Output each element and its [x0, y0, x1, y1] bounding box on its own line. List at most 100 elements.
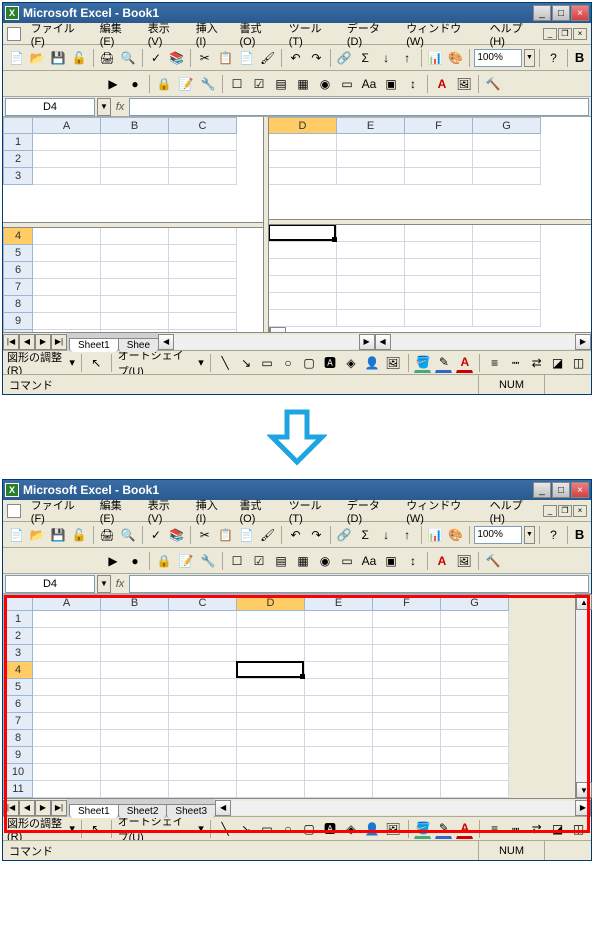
column-header[interactable]: F: [405, 117, 473, 134]
cell[interactable]: [33, 151, 101, 168]
3d-icon[interactable]: ◫: [570, 353, 587, 373]
line-style-icon[interactable]: ≡: [486, 819, 503, 839]
cell[interactable]: [33, 662, 101, 679]
chart-icon[interactable]: 📊: [426, 48, 445, 68]
menu-format[interactable]: 書式(O): [234, 18, 283, 50]
cell[interactable]: [169, 228, 237, 245]
row-header[interactable]: 6: [3, 696, 33, 713]
name-box[interactable]: D4: [5, 575, 95, 593]
hscroll-right-icon[interactable]: ▶: [575, 800, 591, 816]
cell[interactable]: [337, 134, 405, 151]
cell[interactable]: [441, 662, 509, 679]
row-header[interactable]: 10: [3, 764, 33, 781]
cell[interactable]: [169, 296, 237, 313]
cell[interactable]: [305, 645, 373, 662]
dash-style-icon[interactable]: ┉: [507, 353, 524, 373]
format-painter-icon[interactable]: 🖌: [258, 525, 277, 545]
maximize-button[interactable]: □: [552, 5, 570, 21]
sheet-tab[interactable]: Shee: [118, 338, 159, 352]
record-icon[interactable]: ●: [125, 74, 145, 94]
permission-icon[interactable]: 🔓: [70, 48, 89, 68]
font-color-icon[interactable]: A: [456, 353, 473, 373]
vertical-scrollbar[interactable]: ▲ ▼ ▲ ▼: [269, 327, 285, 332]
cell[interactable]: [101, 313, 169, 330]
cell[interactable]: [101, 151, 169, 168]
tab-next-icon[interactable]: ▶: [35, 334, 51, 350]
fill-color-icon[interactable]: 🪣: [414, 353, 431, 373]
sort-asc-icon[interactable]: ↓: [377, 525, 396, 545]
cell[interactable]: [101, 168, 169, 185]
radio-icon[interactable]: ◉: [315, 74, 335, 94]
cell[interactable]: [33, 645, 101, 662]
diagram-icon[interactable]: ◈: [342, 819, 359, 839]
cell[interactable]: [473, 293, 541, 310]
cell[interactable]: [405, 310, 473, 327]
cell[interactable]: [33, 228, 101, 245]
cell[interactable]: [101, 245, 169, 262]
cell[interactable]: [101, 747, 169, 764]
menu-edit[interactable]: 編集(E): [94, 18, 142, 50]
cell[interactable]: [337, 225, 405, 242]
cell[interactable]: [441, 696, 509, 713]
cell[interactable]: [169, 662, 237, 679]
cell[interactable]: [237, 662, 305, 679]
cell[interactable]: [237, 747, 305, 764]
cell[interactable]: [373, 730, 441, 747]
select-objects-icon[interactable]: ↖: [88, 353, 105, 373]
hyperlink-icon[interactable]: 🔗: [335, 48, 354, 68]
column-header[interactable]: B: [101, 117, 169, 134]
help-icon[interactable]: ?: [544, 525, 563, 545]
column-header[interactable]: G: [473, 117, 541, 134]
cell[interactable]: [33, 168, 101, 185]
column-header[interactable]: E: [337, 117, 405, 134]
cell[interactable]: [33, 296, 101, 313]
cell[interactable]: [169, 679, 237, 696]
save-icon[interactable]: 💾: [49, 525, 68, 545]
cell[interactable]: [473, 151, 541, 168]
cell[interactable]: [33, 679, 101, 696]
cell[interactable]: [101, 611, 169, 628]
menu-file[interactable]: ファイル(F): [25, 18, 94, 50]
close-button[interactable]: ×: [571, 5, 589, 21]
image-icon[interactable]: 🖼: [454, 74, 474, 94]
copy-icon[interactable]: 📋: [216, 525, 235, 545]
checkbox-icon[interactable]: ☑: [249, 551, 269, 571]
sort-asc-icon[interactable]: ↓: [377, 48, 396, 68]
name-box[interactable]: D4: [5, 98, 95, 116]
vertical-scrollbar[interactable]: ▲ ▼: [575, 594, 591, 798]
cell[interactable]: [305, 696, 373, 713]
cell[interactable]: [33, 747, 101, 764]
cell[interactable]: [237, 764, 305, 781]
cell[interactable]: [101, 713, 169, 730]
sheet-tab[interactable]: Sheet2: [118, 804, 168, 818]
more-controls-icon[interactable]: 🔨: [483, 74, 503, 94]
name-box-dropdown-icon[interactable]: ▼: [97, 98, 111, 116]
cell[interactable]: [33, 134, 101, 151]
research-icon[interactable]: 📚: [167, 48, 186, 68]
cell[interactable]: [33, 262, 101, 279]
line-color-icon[interactable]: ✎: [435, 819, 452, 839]
copy-icon[interactable]: 📋: [216, 48, 235, 68]
row-header[interactable]: 7: [3, 713, 33, 730]
row-header[interactable]: 4: [3, 228, 33, 245]
cell[interactable]: [441, 747, 509, 764]
cell[interactable]: [373, 679, 441, 696]
row-header[interactable]: 8: [3, 730, 33, 747]
cell[interactable]: [269, 310, 337, 327]
cell[interactable]: [405, 134, 473, 151]
row-header[interactable]: 8: [3, 296, 33, 313]
picture-icon[interactable]: 🖼: [384, 819, 401, 839]
column-header[interactable]: A: [33, 117, 101, 134]
cell[interactable]: [169, 696, 237, 713]
diagram-icon[interactable]: ◈: [342, 353, 359, 373]
arrow-icon[interactable]: ↘: [238, 819, 255, 839]
chart-icon[interactable]: 📊: [426, 525, 445, 545]
research-icon[interactable]: 📚: [167, 525, 186, 545]
name-box-dropdown-icon[interactable]: ▼: [97, 575, 111, 593]
cell[interactable]: [169, 628, 237, 645]
cell[interactable]: [269, 276, 337, 293]
font-color-icon[interactable]: A: [456, 819, 473, 839]
row-header[interactable]: 2: [3, 151, 33, 168]
row-header[interactable]: 11: [3, 781, 33, 798]
cell[interactable]: [405, 276, 473, 293]
